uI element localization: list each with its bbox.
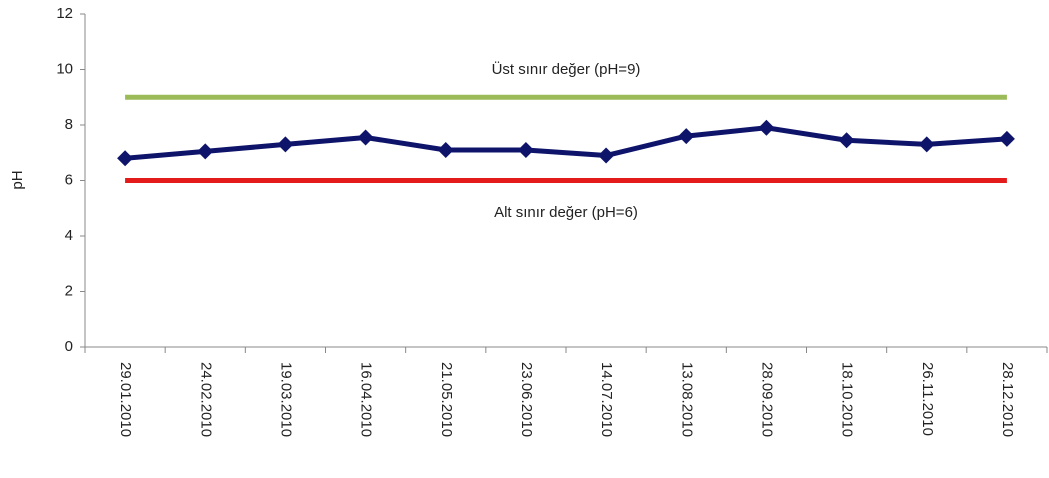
x-tick-label: 28.12.2010 — [999, 362, 1016, 437]
y-tick-label: 8 — [65, 116, 73, 133]
point-marker — [517, 141, 534, 158]
point-marker — [437, 141, 454, 158]
point-marker — [918, 136, 935, 153]
x-tick-label: 13.08.2010 — [678, 362, 695, 437]
point-marker — [678, 128, 695, 145]
x-tick-label: 29.01.2010 — [117, 362, 134, 437]
y-tick-label: 0 — [65, 338, 73, 355]
y-tick-label: 4 — [65, 227, 73, 244]
point-marker — [117, 150, 134, 167]
y-tick-label: 12 — [56, 5, 73, 22]
point-marker — [197, 143, 214, 160]
x-tick-label: 18.10.2010 — [839, 362, 856, 437]
point-marker — [998, 130, 1015, 147]
point-marker — [277, 136, 294, 153]
point-marker — [838, 132, 855, 149]
x-tick-label: 14.07.2010 — [598, 362, 615, 437]
x-tick-label: 19.03.2010 — [277, 362, 294, 437]
x-tick-label: 23.06.2010 — [518, 362, 535, 437]
y-tick-label: 10 — [56, 60, 73, 77]
y-axis-label: pH — [9, 170, 26, 189]
x-tick-label: 28.09.2010 — [758, 362, 775, 437]
annotation: Alt sınır değer (pH=6) — [494, 204, 638, 221]
y-tick-label: 6 — [65, 171, 73, 188]
annotation: Üst sınır değer (pH=9) — [492, 60, 641, 78]
y-tick-label: 2 — [65, 282, 73, 299]
x-tick-label: 24.02.2010 — [197, 362, 214, 437]
point-marker — [598, 147, 615, 164]
point-marker — [357, 129, 374, 146]
point-marker — [758, 119, 775, 136]
x-tick-label: 16.04.2010 — [358, 362, 375, 437]
x-tick-label: 26.11.2010 — [919, 362, 936, 436]
series-line — [124, 125, 1008, 161]
x-tick-label: 21.05.2010 — [438, 362, 455, 437]
